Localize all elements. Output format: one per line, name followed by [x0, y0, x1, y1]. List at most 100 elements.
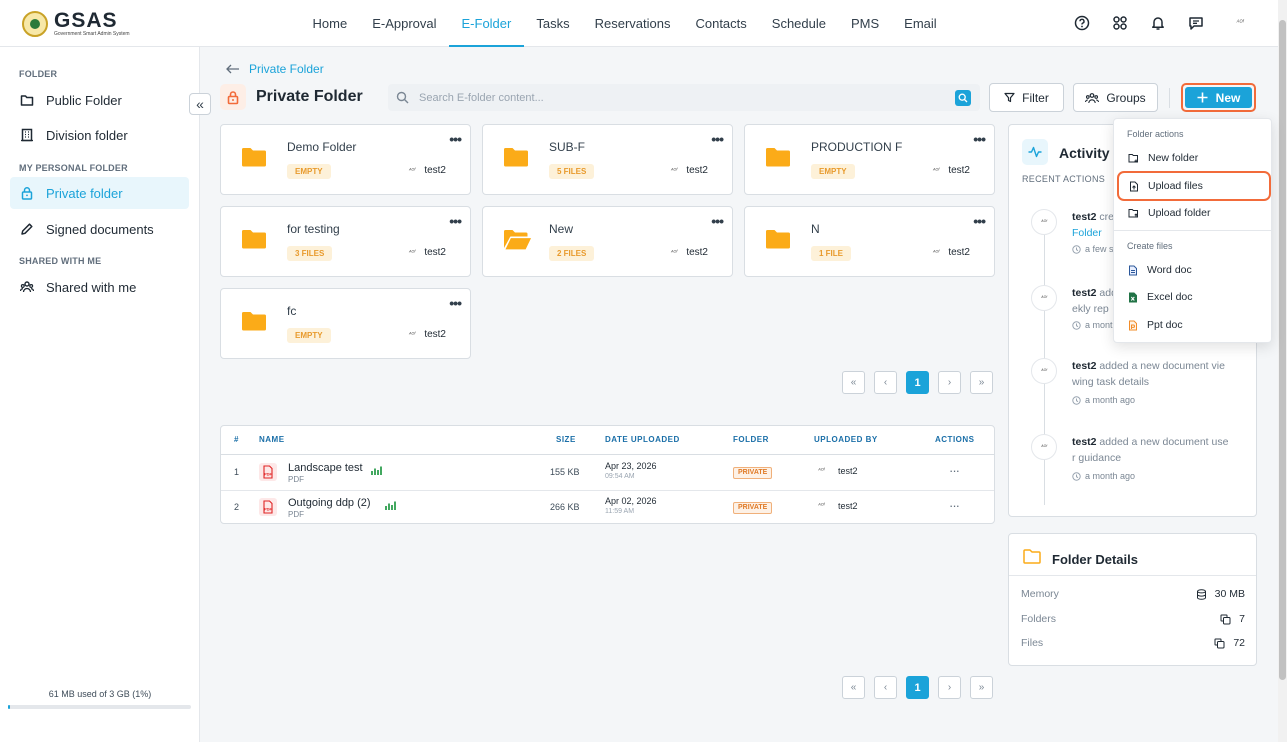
folder-badge: PRIVATE — [733, 467, 773, 479]
more-options-icon[interactable]: ••• — [449, 213, 462, 229]
folder-card[interactable]: PRODUCTION F EMPTY ᴬᴼᶠ test2 ••• — [744, 124, 995, 195]
search-input[interactable] — [419, 91, 939, 104]
folders-value: 7 — [1239, 613, 1245, 625]
folder-count-badge: 3 FILES — [287, 246, 333, 261]
page-scrollbar[interactable] — [1278, 0, 1287, 742]
prev-page-button[interactable]: ‹ — [874, 676, 897, 699]
menu-item-excel-doc[interactable]: Excel doc — [1114, 284, 1273, 310]
svg-text:PDF: PDF — [264, 507, 273, 512]
folder-count-badge: 2 FILES — [549, 246, 595, 261]
col-header-name[interactable]: NAME — [259, 435, 285, 444]
row-actions-icon[interactable]: ··· — [949, 463, 960, 478]
user-avatar[interactable]: ᴬᴼᶠ — [1236, 20, 1244, 26]
svg-text:PDF: PDF — [264, 472, 273, 477]
col-header-size[interactable]: SIZE — [556, 435, 576, 444]
more-options-icon[interactable]: ••• — [711, 213, 724, 229]
nav-schedule[interactable]: Schedule — [771, 16, 826, 31]
folder-card[interactable]: N 1 FILE ᴬᴼᶠ test2 ••• — [744, 206, 995, 277]
sidebar-item-shared-with-me[interactable]: Shared with me — [10, 271, 189, 303]
first-page-button[interactable]: « — [842, 676, 865, 699]
sidebar-item-division-folder[interactable]: Division folder — [10, 119, 189, 151]
bell-icon[interactable] — [1148, 13, 1168, 33]
files-value: 72 — [1233, 637, 1245, 649]
menu-item-word-doc[interactable]: Word doc — [1114, 257, 1273, 283]
filter-button[interactable]: Filter — [989, 83, 1064, 112]
col-header-number: # — [234, 435, 239, 444]
folders-label: Folders — [1021, 613, 1057, 625]
breadcrumb[interactable]: Private Folder — [226, 62, 324, 76]
table-row[interactable]: 2 PDF Outgoing ddp (2) PDF 266 KB Apr 02… — [221, 490, 994, 523]
folder-name: SUB-F — [549, 140, 585, 154]
page-number-button[interactable]: 1 — [906, 371, 929, 394]
sidebar-item-private-folder[interactable]: Private folder — [10, 177, 189, 209]
col-header-folder[interactable]: FOLDER — [733, 435, 769, 444]
help-icon[interactable] — [1072, 13, 1092, 33]
memory-value: 30 MB — [1214, 588, 1245, 600]
more-options-icon[interactable]: ••• — [449, 131, 462, 147]
folder-card[interactable]: New 2 FILES ᴬᴼᶠ test2 ••• — [482, 206, 733, 277]
menu-item-upload-files[interactable]: Upload files — [1117, 171, 1271, 201]
groups-button[interactable]: Groups — [1073, 83, 1158, 112]
folder-card[interactable]: Demo Folder EMPTY ᴬᴼᶠ test2 ••• — [220, 124, 471, 195]
next-page-button[interactable]: › — [938, 371, 961, 394]
chat-icon[interactable] — [1186, 13, 1206, 33]
users-icon — [1085, 92, 1100, 104]
folder-card[interactable]: for testing 3 FILES ᴬᴼᶠ test2 ••• — [220, 206, 471, 277]
more-options-icon[interactable]: ••• — [973, 131, 986, 147]
sidebar-section-shared: SHARED WITH ME — [19, 256, 102, 266]
more-options-icon[interactable]: ••• — [711, 131, 724, 147]
sidebar-item-signed-documents[interactable]: Signed documents — [10, 213, 189, 245]
first-page-button[interactable]: « — [842, 371, 865, 394]
prev-page-button[interactable]: ‹ — [874, 371, 897, 394]
sidebar-item-public-folder[interactable]: Public Folder — [10, 84, 189, 116]
brand-subtitle: Government Smart Admin System — [54, 31, 130, 37]
nav-tasks[interactable]: Tasks — [536, 16, 570, 31]
folder-name: fc — [287, 304, 297, 318]
more-options-icon[interactable]: ••• — [973, 213, 986, 229]
scroll-thumb[interactable] — [1279, 20, 1286, 680]
activity-text: cre — [1096, 211, 1115, 223]
new-button[interactable]: New — [1181, 83, 1256, 112]
last-page-button[interactable]: » — [970, 676, 993, 699]
menu-item-upload-folder[interactable]: Upload folder — [1114, 200, 1273, 226]
nav-pms[interactable]: PMS — [851, 16, 880, 31]
folder-card[interactable]: fc EMPTY ᴬᴼᶠ test2 ••• — [220, 288, 471, 359]
nav-e-approval[interactable]: E-Approval — [372, 16, 437, 31]
menu-item-label: Ppt doc — [1147, 319, 1183, 331]
activity-link[interactable]: Folder — [1072, 227, 1102, 239]
table-row[interactable]: 1 PDF Landscape test PDF 155 KB Apr 23, … — [221, 455, 994, 490]
row-actions-icon[interactable]: ··· — [949, 498, 960, 513]
col-header-uploaded-by[interactable]: UPLOADED BY — [814, 435, 878, 444]
sidebar-item-label: Shared with me — [46, 279, 137, 295]
main-nav: Home E-Approval E-Folder Tasks Reservati… — [300, 0, 949, 47]
next-page-button[interactable]: › — [938, 676, 961, 699]
uploaded-by: test2 — [838, 501, 858, 511]
col-header-date[interactable]: DATE UPLOADED — [605, 435, 680, 444]
more-options-icon[interactable]: ••• — [449, 295, 462, 311]
last-page-button[interactable]: » — [970, 371, 993, 394]
user-avatar: ᴬᴼᶠ — [1031, 434, 1057, 460]
file-upload-icon — [1129, 181, 1139, 192]
activity-user: test2 — [1072, 436, 1097, 448]
folder-card[interactable]: SUB-F 5 FILES ᴬᴼᶠ test2 ••• — [482, 124, 733, 195]
page-number-button[interactable]: 1 — [906, 676, 929, 699]
new-label: New — [1215, 90, 1241, 105]
nav-e-folder[interactable]: E-Folder — [449, 0, 524, 47]
nav-email[interactable]: Email — [904, 16, 937, 31]
activity-subtitle: RECENT ACTIONS — [1022, 174, 1106, 184]
menu-item-new-folder[interactable]: New folder — [1114, 145, 1273, 171]
gsas-logo[interactable]: GSAS Government Smart Admin System — [22, 10, 130, 37]
word-doc-icon — [1128, 265, 1138, 276]
upload-time: 11:59 AM — [605, 508, 635, 515]
nav-reservations[interactable]: Reservations — [594, 16, 671, 31]
nav-contacts[interactable]: Contacts — [695, 16, 747, 31]
menu-item-ppt-doc[interactable]: Ppt doc — [1114, 312, 1273, 338]
activity-text: added a new document use — [1096, 436, 1229, 448]
folder-owner: test2 — [424, 165, 446, 176]
nav-home[interactable]: Home — [312, 16, 348, 31]
search-submit-button[interactable] — [955, 90, 971, 106]
collapse-sidebar-button[interactable]: « — [189, 93, 211, 115]
uploaded-by: test2 — [838, 466, 858, 476]
apps-grid-icon[interactable] — [1110, 13, 1130, 33]
activity-title: Activity H — [1059, 145, 1124, 161]
